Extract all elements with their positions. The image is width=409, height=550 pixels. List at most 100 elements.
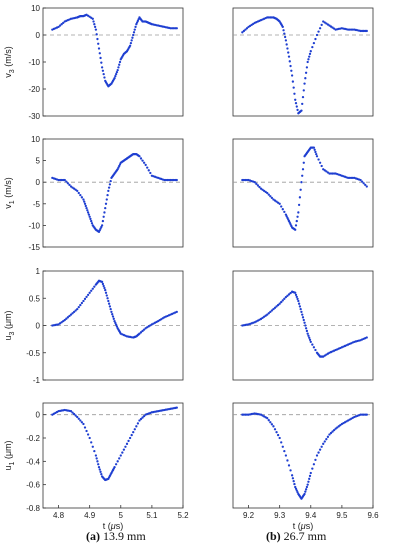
data-point: [72, 412, 76, 416]
data-point: [119, 454, 122, 457]
data-point: [128, 436, 132, 440]
data-point: [283, 32, 286, 35]
data-point: [318, 161, 322, 164]
data-point: [273, 428, 277, 431]
data-point: [294, 228, 297, 231]
panel-v3-b: [232, 7, 374, 117]
data-point: [82, 198, 85, 201]
y-tick-label: 0: [36, 411, 41, 420]
x-tick-label: 9.3: [274, 511, 286, 520]
data-point: [107, 189, 110, 192]
data-point: [304, 488, 308, 491]
data-point: [283, 297, 286, 300]
data-point: [270, 196, 274, 200]
axes-frame: [232, 402, 374, 509]
data-point: [266, 417, 269, 420]
data-point: [90, 441, 93, 444]
data-point: [267, 419, 270, 422]
data-point: [323, 440, 326, 443]
data-point: [175, 406, 178, 409]
data-point: [365, 29, 368, 33]
data-point: [94, 454, 98, 457]
y-tick-label: 0: [36, 178, 41, 187]
data-point: [74, 309, 77, 312]
data-point: [58, 24, 62, 27]
data-point: [79, 419, 82, 422]
data-point: [116, 460, 119, 463]
data-point: [292, 86, 295, 89]
data-point: [118, 457, 121, 460]
data-point: [293, 92, 296, 95]
data-point: [331, 430, 334, 433]
data-point: [286, 294, 289, 297]
data-point: [105, 198, 108, 201]
data-point: [309, 50, 312, 53]
data-point: [136, 422, 140, 425]
data-point: [114, 75, 117, 78]
data-point: [282, 29, 285, 32]
data-point: [258, 185, 261, 189]
data-point: [129, 41, 133, 45]
data-point: [318, 448, 322, 451]
data-point: [295, 105, 298, 108]
data-point: [294, 485, 297, 489]
data-point: [317, 451, 320, 454]
data-point: [280, 300, 283, 304]
data-point: [270, 423, 274, 426]
data-point: [306, 332, 309, 335]
data-point: [65, 180, 68, 183]
data-point: [60, 23, 63, 26]
y-tick-label: -10: [28, 58, 40, 67]
data-point: [118, 63, 121, 66]
panel-v1-a: 10 5 0 -5 -10 -15 v1 (m/s): [3, 135, 184, 252]
data-point: [300, 181, 303, 184]
data-point: [364, 183, 367, 187]
data-point: [83, 200, 86, 203]
data-point: [133, 28, 136, 31]
data-point: [299, 188, 302, 191]
panel-u3-a: 1 0.5 0 -0.5 -1 u3 (μm): [3, 267, 184, 385]
data-point: [312, 463, 316, 466]
data-point: [107, 299, 110, 303]
data-point: [93, 23, 96, 26]
data-point: [315, 155, 319, 158]
x-tick-label: 9.4: [305, 511, 317, 520]
data-point: [317, 30, 320, 33]
data-point: [308, 55, 311, 58]
data-point: [97, 466, 101, 469]
data-point: [130, 433, 133, 437]
data-point: [278, 302, 281, 305]
data-point: [142, 328, 146, 331]
data-point: [278, 436, 281, 440]
data-point: [320, 445, 323, 448]
y-tick-label: -1: [33, 376, 41, 385]
x-tick-label: 9.2: [243, 511, 255, 520]
data-point: [87, 213, 91, 216]
data-point: [138, 155, 141, 158]
data-point: [294, 293, 298, 296]
data-point: [57, 25, 60, 29]
x-axis-label: t (μs): [293, 521, 313, 531]
data-point: [139, 157, 143, 160]
data-point: [269, 195, 272, 198]
data-point: [109, 308, 112, 311]
data-point: [141, 329, 144, 333]
data-point: [294, 224, 298, 227]
data-point: [86, 209, 89, 212]
y-axis-label: u1 (μm): [3, 440, 16, 470]
data-point: [281, 208, 284, 211]
data-point: [294, 487, 298, 490]
data-point: [77, 417, 80, 420]
data-point: [306, 483, 309, 486]
data-point: [97, 463, 100, 466]
data-point: [149, 171, 152, 175]
data-point: [269, 421, 272, 424]
data-point: [315, 152, 318, 156]
data-point: [320, 23, 323, 27]
data-point: [91, 287, 94, 290]
data-point: [85, 295, 88, 299]
data-point: [245, 27, 249, 30]
data-point: [91, 445, 94, 448]
data-point: [62, 21, 65, 24]
data-point: [309, 471, 312, 475]
